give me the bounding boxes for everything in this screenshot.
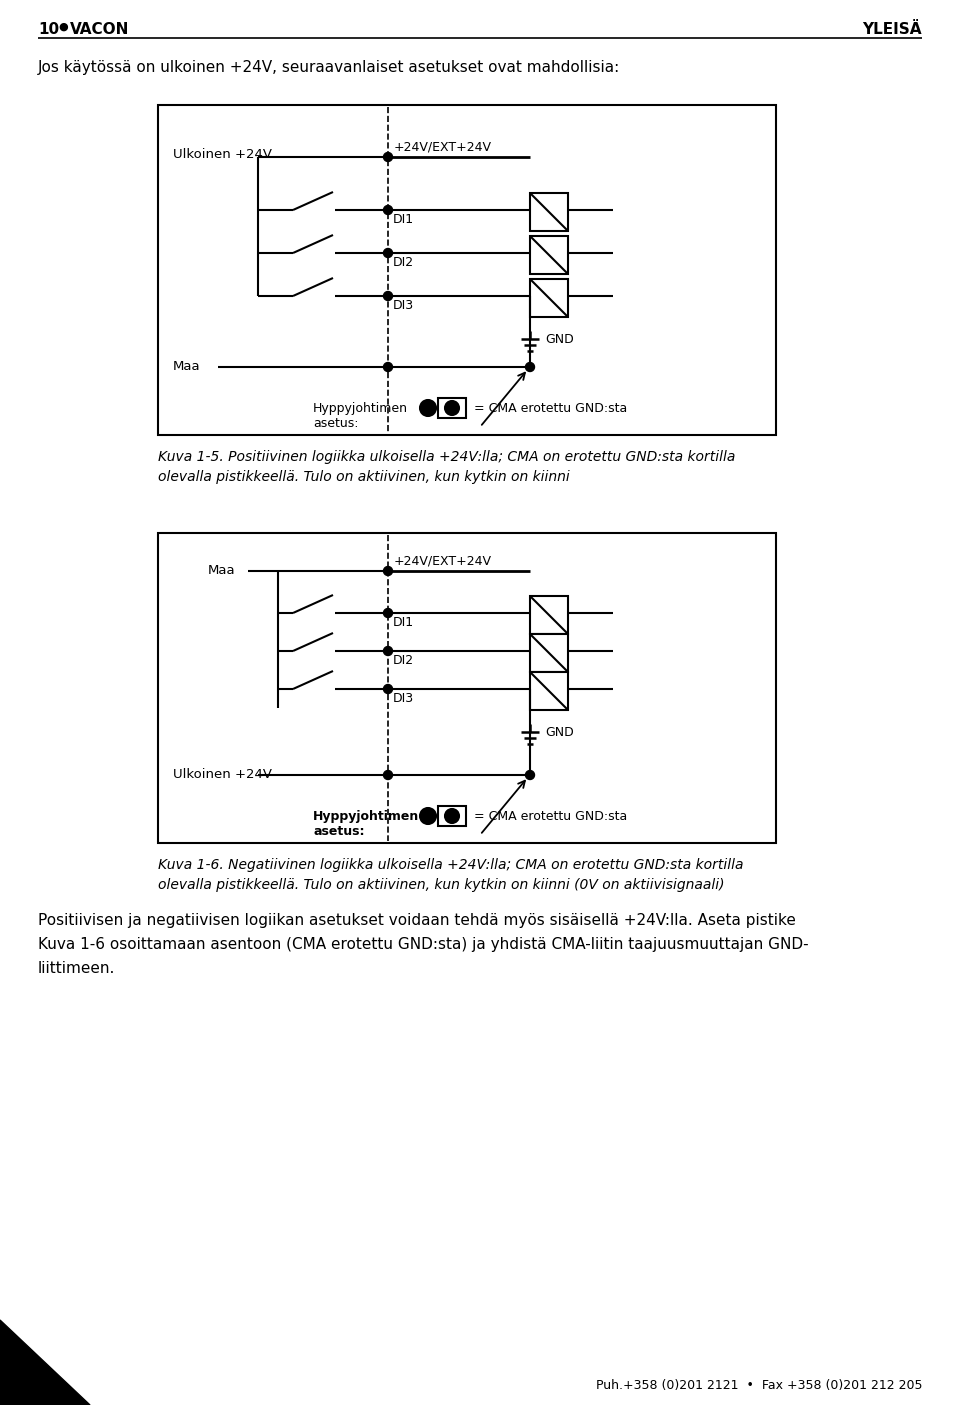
Bar bbox=[530, 280, 568, 318]
Text: DI3: DI3 bbox=[393, 299, 414, 312]
Text: +24V/EXT+24V: +24V/EXT+24V bbox=[394, 554, 492, 568]
Text: Positiivisen ja negatiivisen logiikan asetukset voidaan tehdä myös sisäisellä +2: Positiivisen ja negatiivisen logiikan as… bbox=[38, 913, 796, 927]
Text: DI3: DI3 bbox=[393, 693, 414, 705]
Text: GND: GND bbox=[545, 726, 574, 739]
Text: 10: 10 bbox=[38, 22, 60, 37]
Text: Ulkoinen +24V: Ulkoinen +24V bbox=[173, 769, 272, 781]
Bar bbox=[158, 105, 776, 436]
Circle shape bbox=[383, 291, 393, 301]
Text: Kuva 1-6 osoittamaan asentoon (CMA erotettu GND:sta) ja yhdistä CMA-liitin taaju: Kuva 1-6 osoittamaan asentoon (CMA erote… bbox=[38, 937, 808, 953]
Bar bbox=[158, 532, 776, 843]
Circle shape bbox=[383, 205, 393, 215]
Circle shape bbox=[383, 249, 393, 257]
Text: = CMA erotettu GND:sta: = CMA erotettu GND:sta bbox=[474, 809, 627, 822]
Bar bbox=[438, 806, 466, 826]
Circle shape bbox=[383, 684, 393, 694]
Text: Ulkoinen +24V: Ulkoinen +24V bbox=[173, 149, 272, 162]
Circle shape bbox=[383, 608, 393, 618]
Text: DI1: DI1 bbox=[393, 214, 414, 226]
Text: +24V/EXT+24V: +24V/EXT+24V bbox=[394, 140, 492, 153]
Bar bbox=[530, 596, 568, 634]
Circle shape bbox=[445, 400, 459, 414]
Text: Hyppyjohtimen
asetus:: Hyppyjohtimen asetus: bbox=[313, 402, 408, 430]
Text: ●: ● bbox=[58, 22, 68, 32]
Text: DI1: DI1 bbox=[393, 615, 414, 629]
Text: olevalla pistikkeellä. Tulo on aktiivinen, kun kytkin on kiinni: olevalla pistikkeellä. Tulo on aktiivine… bbox=[158, 471, 569, 483]
Circle shape bbox=[383, 646, 393, 656]
Circle shape bbox=[525, 362, 535, 371]
Text: VACON: VACON bbox=[70, 22, 130, 37]
Circle shape bbox=[525, 770, 535, 780]
Text: Maa: Maa bbox=[208, 565, 235, 577]
Polygon shape bbox=[0, 1321, 90, 1405]
Bar bbox=[530, 634, 568, 672]
Circle shape bbox=[383, 770, 393, 780]
Text: DI2: DI2 bbox=[393, 653, 414, 667]
Text: YLEISÄ: YLEISÄ bbox=[862, 22, 922, 37]
Circle shape bbox=[420, 400, 436, 416]
Bar bbox=[530, 236, 568, 274]
Text: Kuva 1-6. Negatiivinen logiikka ulkoisella +24V:lla; CMA on erotettu GND:sta kor: Kuva 1-6. Negatiivinen logiikka ulkoisel… bbox=[158, 858, 743, 873]
Bar bbox=[530, 672, 568, 710]
Text: Puh.+358 (0)201 2121  •  Fax +358 (0)201 212 205: Puh.+358 (0)201 2121 • Fax +358 (0)201 2… bbox=[595, 1378, 922, 1391]
Circle shape bbox=[383, 362, 393, 371]
Text: 1: 1 bbox=[22, 1366, 35, 1384]
Circle shape bbox=[383, 153, 393, 162]
Text: Maa: Maa bbox=[173, 361, 201, 374]
Text: = CMA erotettu GND:sta: = CMA erotettu GND:sta bbox=[474, 402, 627, 414]
Text: GND: GND bbox=[545, 333, 574, 346]
Bar bbox=[438, 398, 466, 419]
Text: olevalla pistikkeellä. Tulo on aktiivinen, kun kytkin on kiinni (0V on aktiivisi: olevalla pistikkeellä. Tulo on aktiivine… bbox=[158, 878, 725, 892]
Bar bbox=[530, 192, 568, 230]
Text: DI2: DI2 bbox=[393, 256, 414, 268]
Text: liittimeen.: liittimeen. bbox=[38, 961, 115, 976]
Circle shape bbox=[445, 809, 459, 823]
Text: Jos käytössä on ulkoinen +24V, seuraavanlaiset asetukset ovat mahdollisia:: Jos käytössä on ulkoinen +24V, seuraavan… bbox=[38, 60, 620, 74]
Circle shape bbox=[420, 808, 436, 823]
Text: Hyppyjohtimen
asetus:: Hyppyjohtimen asetus: bbox=[313, 811, 420, 837]
Circle shape bbox=[383, 566, 393, 576]
Text: Kuva 1-5. Positiivinen logiikka ulkoisella +24V:lla; CMA on erotettu GND:sta kor: Kuva 1-5. Positiivinen logiikka ulkoisel… bbox=[158, 450, 735, 464]
